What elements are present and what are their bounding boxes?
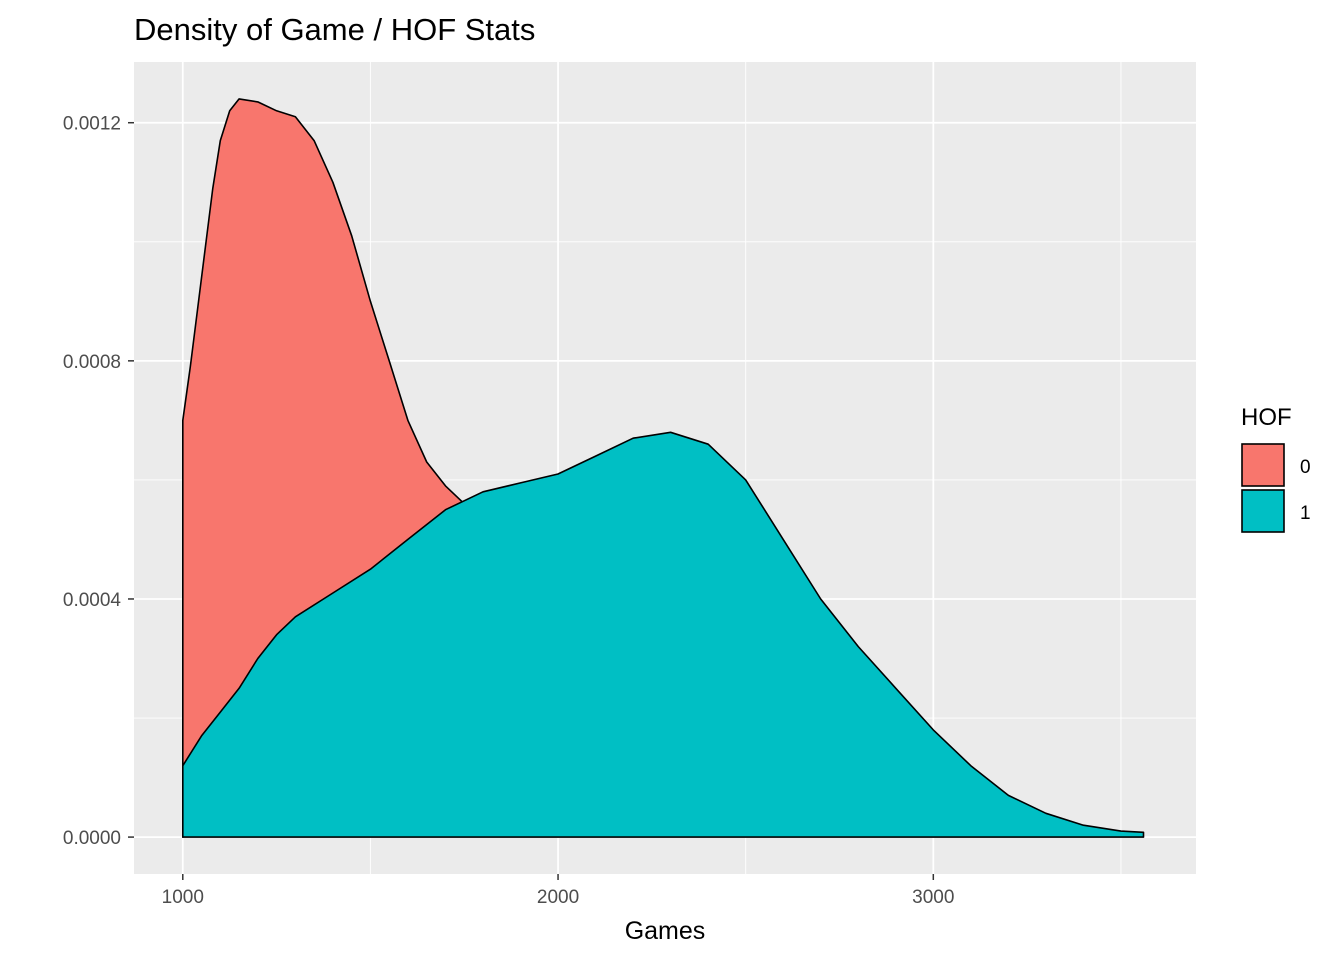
x-axis-title: Games bbox=[625, 917, 706, 945]
legend-title: HOF bbox=[1241, 404, 1292, 431]
y-tick-label: 0.0012 bbox=[63, 114, 121, 135]
x-axis-ticks: 1000 2000 3000 bbox=[162, 874, 954, 908]
x-tick-label: 1000 bbox=[162, 887, 204, 908]
legend-key-hof-1 bbox=[1241, 489, 1285, 533]
density-area-hof-1 bbox=[182, 431, 1145, 838]
legend: HOF 0 1 bbox=[1241, 404, 1311, 533]
y-tick-label: 0.0008 bbox=[63, 352, 121, 373]
legend-key-hof-0 bbox=[1241, 443, 1285, 487]
legend-label-hof-1: 1 bbox=[1300, 503, 1311, 524]
density-areas bbox=[182, 98, 1145, 838]
y-axis-ticks: 0.0000 0.0004 0.0008 0.0012 bbox=[63, 114, 134, 849]
x-tick-label: 2000 bbox=[537, 887, 579, 908]
chart-title: Density of Game / HOF Stats bbox=[134, 12, 535, 47]
x-tick-label: 3000 bbox=[912, 887, 954, 908]
y-tick-label: 0.0000 bbox=[63, 828, 121, 849]
y-tick-label: 0.0004 bbox=[63, 590, 122, 611]
legend-label-hof-0: 0 bbox=[1300, 457, 1311, 478]
density-area-hof-0 bbox=[182, 98, 484, 838]
